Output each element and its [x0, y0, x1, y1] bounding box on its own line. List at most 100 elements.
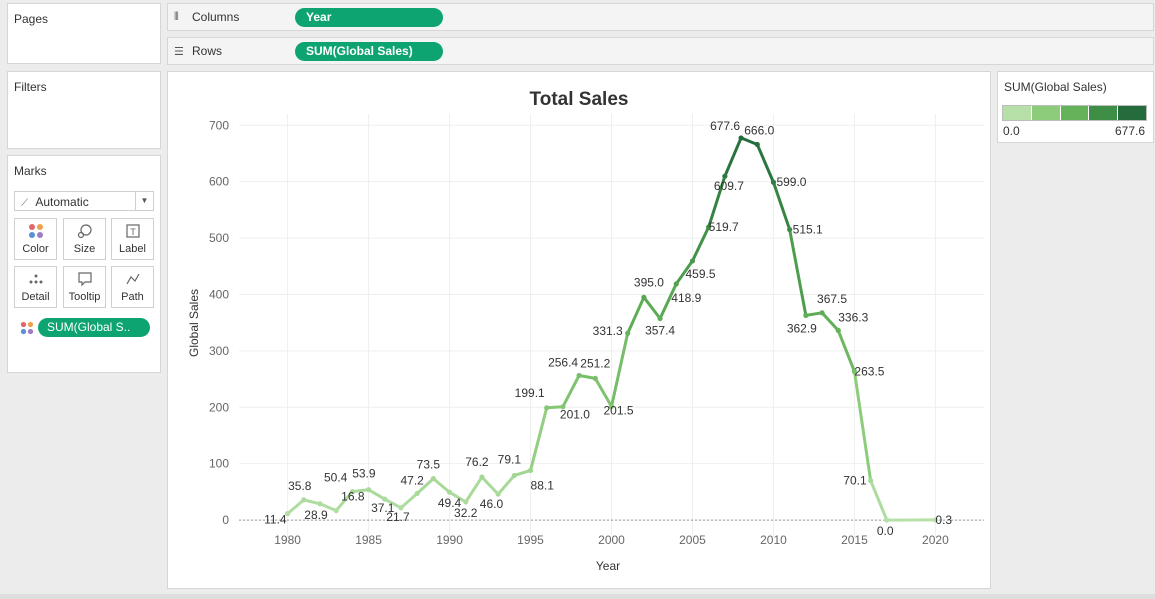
data-label: 76.2 [465, 455, 489, 469]
legend-min-label: 0.0 [1003, 124, 1020, 138]
data-point [722, 173, 728, 179]
data-label: 395.0 [634, 275, 664, 289]
chevron-down-icon[interactable]: ▼ [135, 192, 153, 210]
columns-shelf-label: ⦀ Columns [174, 10, 239, 24]
chart-title: Total Sales [530, 89, 629, 110]
series-line-segment [820, 311, 840, 332]
filters-card: Filters [7, 71, 161, 149]
data-label: 37.1 [371, 501, 395, 515]
data-point [463, 499, 469, 505]
data-point [527, 467, 534, 473]
series-line-segment [707, 174, 727, 229]
data-point [511, 472, 517, 479]
data-label: 666.0 [744, 123, 774, 137]
y-axis-title: Global Sales [187, 289, 201, 357]
color-dots-icon [15, 223, 56, 243]
data-point [430, 476, 436, 482]
data-point [495, 491, 501, 497]
color-dots-icon [20, 321, 34, 338]
data-label: 32.2 [454, 506, 478, 520]
series-line-segment [367, 488, 387, 501]
series-line-segment [869, 479, 889, 522]
legend-swatch [1060, 106, 1090, 120]
series-line-segment [448, 490, 468, 504]
chart-view: Total Sales 1980 1985 1990 1995 2000 2005 2010 2… [167, 71, 991, 589]
y-tick-label: 600 [209, 175, 229, 189]
series-line-segment [658, 282, 678, 321]
data-label: 256.4 [548, 355, 578, 369]
size-button[interactable]: Size [63, 218, 106, 260]
data-point [592, 375, 598, 382]
series-line-segment [836, 328, 856, 373]
rows-label: Rows [192, 44, 223, 58]
data-label: 331.3 [593, 324, 623, 338]
series-line-segment [771, 180, 792, 232]
y-tick-label: 500 [209, 231, 229, 245]
tooltip-label: Tooltip [68, 291, 101, 303]
detail-button[interactable]: Detail [14, 266, 57, 308]
filters-title: Filters [14, 80, 47, 94]
data-point [819, 310, 825, 316]
legend-swatch [1089, 106, 1119, 120]
data-point [770, 179, 777, 185]
marks-field-pill[interactable]: SUM(Global S.. [38, 318, 150, 337]
marks-card: Marks ⟋ Automatic ▼ Color Size T Label D… [7, 155, 161, 373]
series-line-segment [610, 331, 630, 408]
data-label: 515.1 [793, 223, 823, 237]
data-label: 599.0 [776, 175, 806, 189]
data-label: 73.5 [417, 458, 441, 472]
data-point [479, 474, 485, 480]
series-line-segment [286, 498, 306, 516]
series-line-segment [464, 475, 484, 504]
rows-shelf-label: ☰ Rows [174, 44, 222, 58]
size-icon [64, 223, 105, 243]
data-point [365, 487, 372, 493]
x-tick-label: 1995 [517, 533, 544, 547]
x-tick-label: 2000 [598, 533, 625, 547]
tooltip-button[interactable]: Tooltip [63, 266, 106, 308]
y-tick-label: 0 [222, 513, 229, 527]
x-axis-title: Year [596, 559, 620, 573]
series-line-segment [674, 259, 694, 286]
x-tick-label: 2020 [922, 533, 949, 547]
data-label: 28.9 [304, 508, 328, 522]
data-point [884, 517, 890, 523]
label-icon: T [112, 223, 153, 243]
data-point [608, 403, 615, 410]
label-button[interactable]: T Label [111, 218, 154, 260]
series-line-segment [350, 488, 371, 494]
color-button[interactable]: Color [14, 218, 57, 260]
data-label: 336.3 [838, 310, 868, 324]
x-tick-label: 1980 [274, 533, 301, 547]
legend-swatch [1118, 106, 1146, 120]
rows-shelf[interactable]: ☰ Rows SUM(Global Sales) [167, 37, 1154, 65]
data-point [382, 496, 388, 502]
data-label: 367.5 [817, 292, 847, 306]
series-line-segment [593, 376, 613, 408]
series-line-segment [431, 477, 452, 494]
data-label: 49.4 [438, 496, 462, 510]
data-label: 0.3 [935, 513, 952, 527]
data-point [706, 224, 712, 230]
data-label: 459.5 [685, 267, 715, 281]
path-button[interactable]: Path [111, 266, 154, 308]
data-label: 88.1 [531, 478, 555, 492]
mark-type-dropdown[interactable]: ⟋ Automatic ▼ [14, 191, 154, 211]
data-point [625, 330, 631, 336]
y-tick-label: 100 [209, 457, 229, 471]
series-line-segment [804, 311, 824, 317]
data-label: 263.5 [854, 364, 884, 378]
pages-card: Pages [7, 3, 161, 64]
global-sales-pill[interactable]: SUM(Global Sales) [295, 42, 443, 61]
data-point [446, 489, 453, 495]
year-pill[interactable]: Year [295, 8, 443, 27]
data-label: 70.1 [843, 474, 867, 488]
data-point [576, 372, 582, 379]
columns-shelf[interactable]: ⦀ Columns Year [167, 3, 1154, 31]
data-label: 251.2 [580, 356, 610, 370]
color-legend: SUM(Global Sales) 0.0 677.6 [997, 71, 1154, 143]
path-label: Path [121, 291, 144, 303]
legend-max-label: 677.6 [1114, 124, 1145, 138]
data-point [673, 281, 679, 287]
